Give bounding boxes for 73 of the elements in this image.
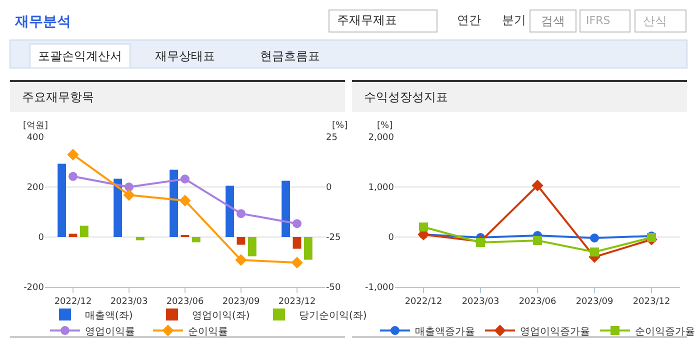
point bbox=[292, 219, 302, 228]
y2-axis-title: [%] bbox=[332, 121, 348, 131]
legend-label: 순이익증가율 bbox=[635, 326, 695, 338]
y-tick-label: 1,000 bbox=[368, 183, 394, 194]
x-tick-label: 2023/06 bbox=[166, 296, 204, 307]
bar bbox=[80, 226, 88, 237]
chart-title: 수익성장성지표 bbox=[364, 90, 448, 104]
text: 연간 bbox=[457, 13, 481, 27]
x-tick-label: 2022/12 bbox=[54, 296, 92, 307]
bar bbox=[248, 237, 256, 256]
y-tick-label: -1,000 bbox=[364, 283, 394, 294]
point bbox=[123, 189, 135, 201]
y-axis-title: [%] bbox=[377, 121, 393, 131]
point bbox=[124, 182, 134, 192]
x-tick-label: 2022/12 bbox=[404, 296, 442, 307]
point bbox=[68, 172, 78, 181]
x-tick-label: 2023/03 bbox=[462, 296, 500, 307]
text: 분기 bbox=[502, 13, 526, 27]
x-tick-label: 2023/12 bbox=[278, 296, 316, 307]
y-tick-label: 0 bbox=[388, 233, 394, 244]
bar bbox=[236, 237, 246, 245]
x-tick-label: 2023/09 bbox=[222, 296, 260, 307]
point bbox=[590, 234, 599, 242]
point bbox=[590, 248, 599, 256]
legend-label: 당기순이익(좌) bbox=[299, 310, 367, 322]
chart-title: 주요재무항목 bbox=[22, 90, 94, 104]
point bbox=[180, 174, 190, 184]
y2-tick-label: -50 bbox=[326, 283, 341, 294]
text: 산식 bbox=[643, 14, 667, 28]
text: 주재무제표 bbox=[337, 13, 397, 27]
point bbox=[236, 209, 246, 218]
y-tick-label: 400 bbox=[26, 133, 44, 144]
text: 현금흐름표 bbox=[260, 49, 320, 63]
text: 재무분석 bbox=[14, 14, 71, 30]
point bbox=[476, 238, 485, 247]
legend-label: 영업이익(좌) bbox=[192, 310, 250, 322]
bar bbox=[170, 170, 178, 237]
point bbox=[67, 148, 79, 160]
bar bbox=[192, 237, 200, 242]
bar bbox=[282, 180, 290, 237]
legend-label: 영업이익증가율 bbox=[520, 326, 590, 338]
bar bbox=[136, 237, 144, 240]
x-tick-label: 2023/03 bbox=[110, 296, 148, 307]
point bbox=[291, 256, 303, 268]
bar bbox=[114, 178, 122, 237]
legend-label: 순이익률 bbox=[188, 326, 228, 338]
point bbox=[533, 236, 542, 245]
bar bbox=[304, 237, 312, 260]
legend-label: 영업이익률 bbox=[85, 326, 135, 338]
point bbox=[532, 180, 544, 192]
bar bbox=[58, 164, 66, 237]
y-tick-label: -200 bbox=[24, 283, 44, 294]
legend-label: 매출액증가율 bbox=[415, 326, 475, 338]
text: IFRS bbox=[586, 14, 610, 27]
bar bbox=[292, 237, 302, 249]
bar bbox=[226, 186, 234, 237]
y-tick-label: 200 bbox=[26, 183, 44, 194]
y2-tick-label: -25 bbox=[326, 233, 341, 244]
point bbox=[235, 254, 247, 266]
x-tick-label: 2023/12 bbox=[632, 296, 670, 307]
y2-tick-label: 25 bbox=[326, 133, 338, 144]
point bbox=[179, 194, 191, 206]
point bbox=[419, 222, 428, 232]
text: 포괄손익계산서 bbox=[38, 49, 122, 63]
x-tick-label: 2023/09 bbox=[576, 296, 614, 307]
y-axis-title: [억원] bbox=[23, 121, 48, 131]
y2-tick-label: 0 bbox=[326, 183, 332, 194]
x-tick-label: 2023/06 bbox=[518, 296, 556, 307]
text: 재무상태표 bbox=[155, 49, 215, 63]
y-tick-label: 2,000 bbox=[368, 133, 394, 144]
y-tick-label: 0 bbox=[38, 233, 44, 244]
legend-label: 매출액(좌) bbox=[85, 310, 133, 322]
text: 검색 bbox=[541, 14, 565, 28]
